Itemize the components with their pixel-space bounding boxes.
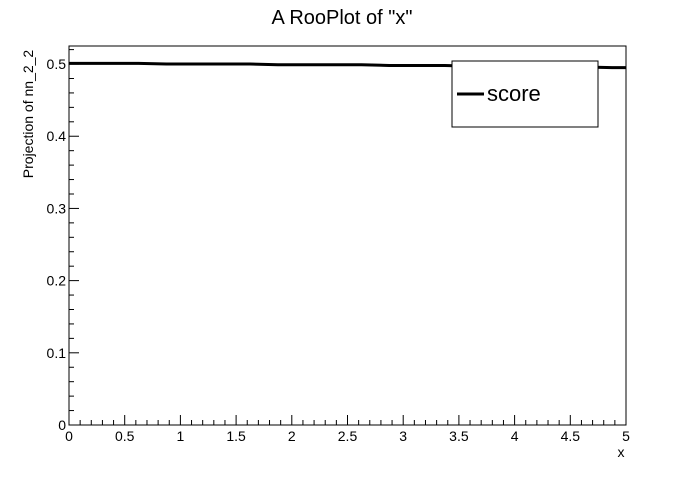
x-axis-label: x: [618, 444, 625, 460]
x-tick-label: 4.5: [561, 428, 581, 444]
x-tick-label: 5: [622, 428, 630, 444]
x-tick-label: 1.5: [226, 428, 246, 444]
x-tick-label: 3: [399, 428, 407, 444]
chart-title: A RooPlot of "x": [272, 7, 413, 29]
y-tick-label: 0.4: [47, 128, 67, 144]
x-tick-label: 4: [511, 428, 519, 444]
legend[interactable]: score: [451, 60, 599, 128]
x-tick-label: 1: [177, 428, 185, 444]
legend-label-score: score: [487, 81, 541, 106]
x-tick-label: 0: [65, 428, 73, 444]
y-tick-label: 0: [58, 417, 66, 433]
x-tick-label: 2: [288, 428, 296, 444]
y-tick-label: 0.1: [47, 345, 67, 361]
y-axis-label: Projection of nn_2_2: [20, 50, 36, 179]
x-tick-label: 3.5: [449, 428, 469, 444]
y-tick-label: 0.5: [47, 56, 67, 72]
y-tick-label: 0.3: [47, 200, 67, 216]
x-tick-label: 0.5: [115, 428, 135, 444]
y-tick-label: 0.2: [47, 273, 67, 289]
y-axis: 0 0.1 0.2 0.3 0.4 0.5: [47, 49, 79, 433]
x-tick-label: 2.5: [338, 428, 358, 444]
x-axis: 0 0.5 1 1.5 2 2.5 3 3.5 4 4.5 5: [65, 415, 630, 444]
